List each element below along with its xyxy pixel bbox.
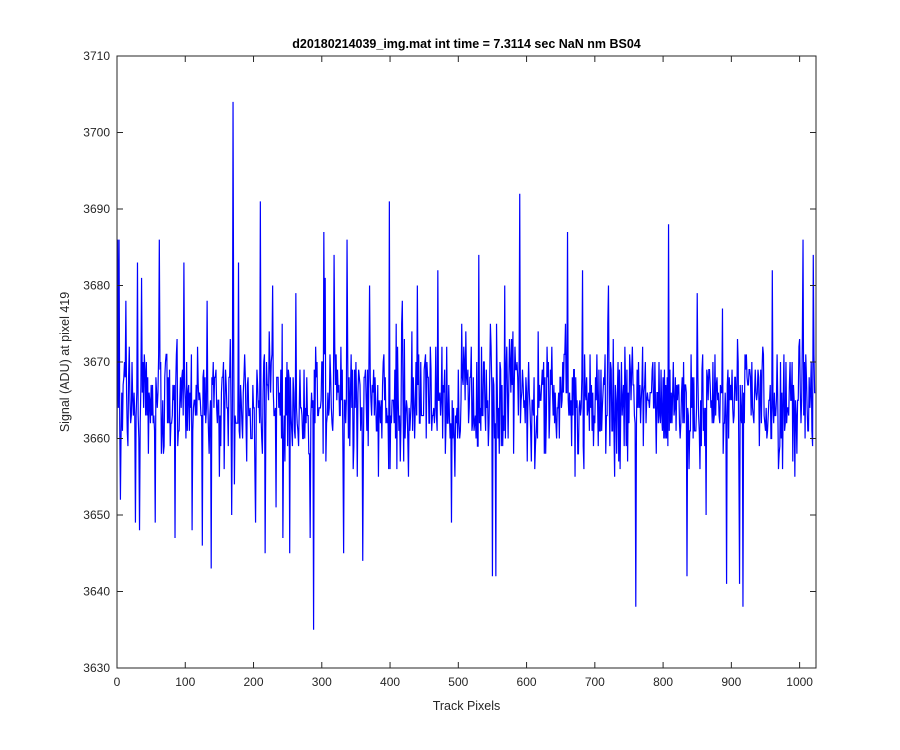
x-tick-label: 900 <box>721 675 741 689</box>
x-tick-label: 200 <box>244 675 264 689</box>
x-tick-label: 300 <box>312 675 332 689</box>
y-tick-label: 3640 <box>83 585 110 599</box>
y-axis: 3630 3640 3650 3660 3670 3680 3690 3700 3710 <box>83 49 816 675</box>
y-tick-label: 3710 <box>83 49 110 63</box>
y-tick-label: 3630 <box>83 661 110 675</box>
x-axis-label: Track Pixels <box>433 699 501 713</box>
x-tick-label: 1000 <box>786 675 813 689</box>
y-tick-label: 3680 <box>83 279 110 293</box>
series-layer <box>116 101 816 630</box>
x-axis: 0 100 200 300 400 500 600 700 800 900 1000 <box>114 56 813 689</box>
series-line <box>116 101 816 630</box>
y-tick-label: 3650 <box>83 508 110 522</box>
x-tick-label: 800 <box>653 675 673 689</box>
x-tick-label: 100 <box>175 675 195 689</box>
y-tick-label: 3660 <box>83 432 110 446</box>
x-tick-label: 0 <box>114 675 121 689</box>
chart-title: d20180214039_img.mat int time = 7.3114 s… <box>292 37 641 51</box>
x-tick-label: 400 <box>380 675 400 689</box>
y-tick-label: 3690 <box>83 202 110 216</box>
x-tick-label: 500 <box>448 675 468 689</box>
y-axis-label: Signal (ADU) at pixel 419 <box>58 292 72 432</box>
x-tick-label: 700 <box>585 675 605 689</box>
y-tick-label: 3700 <box>83 126 110 140</box>
x-tick-label: 600 <box>517 675 537 689</box>
y-tick-label: 3670 <box>83 355 110 369</box>
